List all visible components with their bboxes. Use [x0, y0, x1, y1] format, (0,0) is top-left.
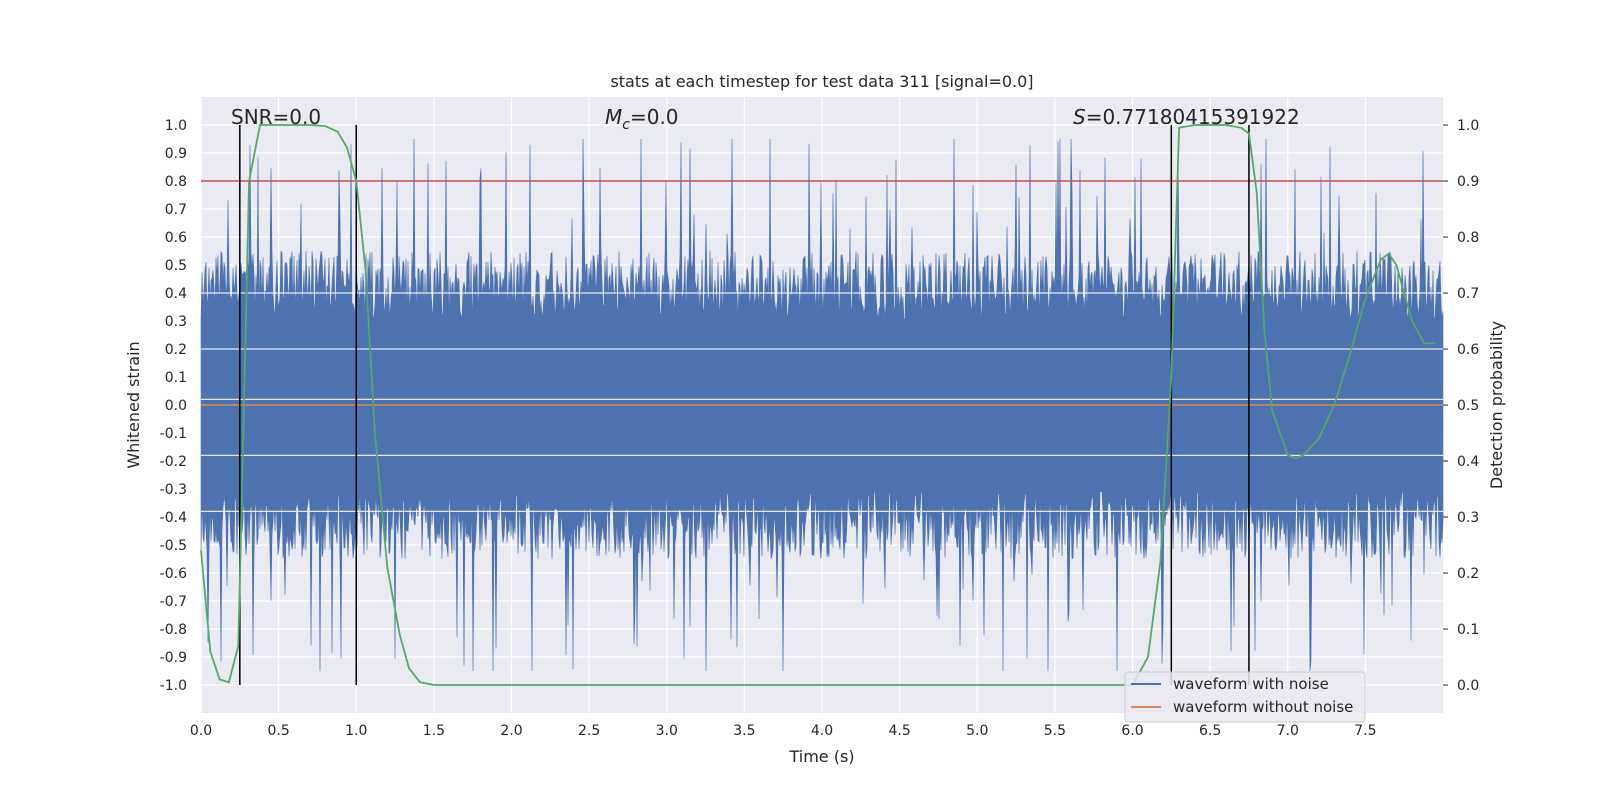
- y-tick-label: 0.9: [165, 146, 187, 162]
- x-tick-label: 3.5: [733, 723, 755, 739]
- legend-label-clean: waveform without noise: [1173, 698, 1353, 716]
- y2-tick-label: 0.3: [1457, 510, 1479, 526]
- y-tick-label: 1.0: [165, 118, 187, 134]
- x-tick-label: 5.0: [966, 723, 988, 739]
- y-tick-label: -0.6: [160, 566, 187, 582]
- x-tick-label: 2.5: [578, 723, 600, 739]
- y2-tick-label: 0.8: [1457, 230, 1479, 246]
- y2-tick-label: 0.5: [1457, 398, 1479, 414]
- y-tick-label: -0.2: [160, 454, 187, 470]
- chart-title: stats at each timestep for test data 311…: [610, 72, 1033, 91]
- x-tick-label: 1.5: [423, 723, 445, 739]
- x-tick-label: 0.0: [190, 723, 212, 739]
- y-axis-label: Whitened strain: [124, 341, 143, 468]
- x-tick-label: 4.5: [888, 723, 910, 739]
- y-tick-label: -0.1: [160, 426, 187, 442]
- x-tick-label: 2.0: [500, 723, 522, 739]
- y-tick-label: -0.7: [160, 594, 187, 610]
- y2-tick-label: 0.6: [1457, 342, 1479, 358]
- y2-tick-label: 0.9: [1457, 174, 1479, 190]
- x-tick-label: 3.0: [656, 723, 678, 739]
- y2-tick-label: 0.4: [1457, 454, 1479, 470]
- data-layer: [200, 124, 1444, 686]
- x-axis-label: Time (s): [788, 747, 854, 766]
- y-tick-label: 0.3: [165, 314, 187, 330]
- y-tick-label: -0.3: [160, 482, 187, 498]
- y-tick-label: 0.2: [165, 342, 187, 358]
- legend-label-noise: waveform with noise: [1173, 675, 1329, 693]
- y-tick-label: 0.5: [165, 258, 187, 274]
- y-tick-label: 0.0: [165, 398, 187, 414]
- y-tick-label: -0.8: [160, 622, 187, 638]
- x-tick-label: 4.0: [811, 723, 833, 739]
- y-tick-label: -0.4: [160, 510, 187, 526]
- y2-axis-label: Detection probability: [1487, 321, 1506, 489]
- x-tick-label: 6.5: [1199, 723, 1221, 739]
- x-tick-label: 7.0: [1277, 723, 1299, 739]
- y-tick-label: 0.8: [165, 174, 187, 190]
- y2-tick-label: 0.2: [1457, 566, 1479, 582]
- y2-tick-label: 1.0: [1457, 118, 1479, 134]
- x-tick-label: 6.0: [1121, 723, 1143, 739]
- legend: waveform with noise waveform without noi…: [1124, 671, 1366, 723]
- y-tick-label: 0.1: [165, 370, 187, 386]
- y-tick-label: -0.5: [160, 538, 187, 554]
- x-tick-label: 0.5: [267, 723, 289, 739]
- series-detection-probability: [200, 124, 1436, 686]
- y2-tick-label: 0.7: [1457, 286, 1479, 302]
- x-tick-label: 5.5: [1044, 723, 1066, 739]
- y-tick-label: 0.7: [165, 202, 187, 218]
- legend-box: [1124, 671, 1366, 723]
- y-tick-label: 0.6: [165, 230, 187, 246]
- y-tick-label: -1.0: [160, 678, 187, 694]
- chirp-mass-annotation: Mc=0.0: [605, 105, 679, 133]
- snr-annotation: SNR=0.0: [231, 105, 321, 129]
- y2-tick-label: 0.0: [1457, 678, 1479, 694]
- tick-layer: 0.0 0.5 1.0 1.5 2.0 2.5 3.0 3.5 4.0 4.5 5.0 5.5 6.0 6…: [160, 118, 1480, 739]
- score-annotation: S=0.77180415391922: [1073, 105, 1300, 129]
- x-tick-label: 7.5: [1354, 723, 1376, 739]
- y-tick-label: 0.4: [165, 286, 187, 302]
- y2-tick-label: 0.1: [1457, 622, 1479, 638]
- y-tick-label: -0.9: [160, 650, 187, 666]
- x-tick-label: 1.0: [345, 723, 367, 739]
